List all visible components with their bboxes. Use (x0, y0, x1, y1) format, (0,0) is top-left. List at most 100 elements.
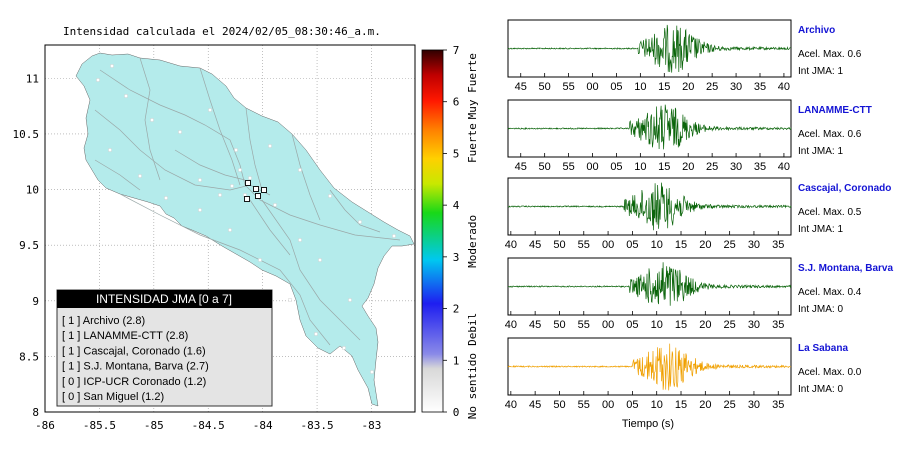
waveform-tick-label: 30 (748, 239, 760, 251)
waveform-tick-label: 15 (658, 161, 670, 173)
legend-items: [ 1 ] Archivo (2.8) [ 1 ] LANAMME-CTT (2.… (62, 315, 209, 403)
town-marker (198, 208, 202, 212)
town-marker (358, 220, 362, 224)
waveform-panel: 40 45 50 55 00 05 10 15 20 25 30 35 S.J. Montana, Ba… (505, 257, 893, 331)
colorbar-tick-label: 2 (453, 303, 460, 316)
colorbar-tick-label: 1 (453, 354, 460, 367)
colorbar-tick-label: 7 (453, 44, 460, 57)
waveform-tick-label: 05 (610, 161, 622, 173)
waveform-tick-label: 00 (586, 81, 598, 93)
waveform-tick-label: 10 (651, 399, 663, 411)
colorbar-category-label: Fuerte (466, 123, 479, 163)
waveform-tick-label: 15 (658, 81, 670, 93)
legend-title: INTENSIDAD JMA [0 a 7] (96, 292, 232, 306)
waveform-tick-label: 45 (515, 81, 527, 93)
waveform-tick-label: 45 (529, 239, 541, 251)
station-name: Cascajal, Coronado (798, 183, 891, 194)
station-jma: Int JMA: 1 (798, 146, 843, 157)
town-marker (298, 168, 302, 172)
legend-header (57, 290, 272, 308)
waveform-panel: 40 45 50 55 00 05 10 15 20 25 30 35 La Sabana Acel. M… (505, 337, 862, 411)
station-jma: Int JMA: 0 (798, 384, 843, 395)
waveform-panel: 45 50 55 00 05 10 15 20 25 30 35 40 LANAMME-CTT Acel.… (507, 99, 872, 173)
town-marker (258, 258, 262, 262)
road (329, 189, 381, 233)
waveform-tick-label: 50 (553, 319, 565, 331)
waveform-panel: 40 45 50 55 00 05 10 15 20 25 30 35 Cascajal, Corona… (505, 177, 891, 251)
map-y-tick-label: 9 (32, 295, 39, 308)
waveform-tick-label: 40 (505, 399, 517, 411)
waveform-panels: 45 50 55 00 05 10 15 20 25 30 35 40 Archivo Acel. Max… (505, 19, 893, 411)
waveform-tick-label: 15 (675, 399, 687, 411)
town-marker (370, 370, 374, 374)
station-jma: Int JMA: 1 (798, 224, 843, 235)
station-name: S.J. Montana, Barva (798, 263, 893, 274)
station-marker (244, 196, 250, 202)
waveform-xlabel: Tiempo (s) (622, 418, 674, 430)
waveform-tick-label: 40 (505, 239, 517, 251)
map-y-tick-label: 8.5 (19, 350, 39, 363)
waveform-tick-label: 50 (553, 239, 565, 251)
colorbar-tick-label: 6 (453, 96, 460, 109)
waveform-tick-label: 55 (578, 319, 590, 331)
road (139, 57, 161, 181)
waveform-tick-label: 40 (505, 319, 517, 331)
colorbar-category-label: Muy Fuerte (466, 53, 479, 119)
map-x-ticks: -86 -85.5 -85 -84.5 -84 -83.5 -83 (35, 419, 381, 432)
map-x-tick-label: -85.5 (83, 419, 116, 432)
waveform-tick-label: 45 (529, 319, 541, 331)
legend-item: [ 0 ] ICP-UCR Coronado (1.2) (62, 376, 206, 388)
road (291, 133, 321, 221)
map-x-tick-label: -85 (144, 419, 164, 432)
map-y-tick-label: 10.5 (13, 128, 40, 141)
costa-rica-landmass (75, 52, 415, 407)
legend-item: [ 1 ] LANAMME-CTT (2.8) (62, 330, 188, 342)
map-y-tick-label: 11 (26, 72, 39, 85)
map-x-tick-label: -83.5 (300, 419, 333, 432)
station-marker (255, 193, 261, 199)
station-accel: Acel. Max. 0.6 (798, 129, 862, 140)
intensity-colorbar: 7 6 5 4 3 2 1 0 Muy Fuerte Fuerte Moderado Debil No… (421, 44, 479, 419)
waveform-tick-label: 25 (706, 81, 718, 93)
waveform-tick-label: 55 (578, 399, 590, 411)
waveform-tick-label: 20 (699, 319, 711, 331)
waveform-tick-label: 40 (778, 161, 790, 173)
legend-item: [ 1 ] Cascajal, Coronado (1.6) (62, 345, 206, 357)
waveform-trace (507, 24, 792, 73)
waveform-tick-label: 20 (699, 239, 711, 251)
town-marker (318, 258, 322, 262)
colorbar-ticks: 7 6 5 4 3 2 1 0 (443, 44, 460, 419)
colorbar-gradient (421, 49, 444, 413)
waveform-tick-label: 30 (748, 319, 760, 331)
station-name: LANAMME-CTT (798, 105, 872, 116)
town-marker (248, 176, 252, 180)
station-name: La Sabana (798, 343, 848, 354)
station-name: Archivo (798, 25, 835, 36)
legend-item: [ 1 ] Archivo (2.8) (62, 315, 145, 327)
waveform-tick-label: 30 (730, 81, 742, 93)
town-marker (328, 194, 332, 198)
waveform-tick-label: 10 (634, 161, 646, 173)
road (261, 199, 361, 341)
legend-item: [ 0 ] San Miguel (1.2) (62, 391, 164, 403)
town-marker (108, 148, 112, 152)
map-title: Intensidad calculada el 2024/02/05_08:30… (63, 25, 381, 38)
map-x-tick-label: -83 (362, 419, 382, 432)
road (174, 149, 246, 181)
waveform-tick-label: 50 (539, 81, 551, 93)
map-x-tick-label: -84 (253, 419, 273, 432)
waveform-tick-label: 45 (515, 161, 527, 173)
waveform-tick-label: 00 (602, 239, 614, 251)
waveform-tick-label: 05 (626, 239, 638, 251)
map-y-tick-label: 8 (32, 406, 39, 419)
map-y-tick-label: 9.5 (19, 239, 39, 252)
road (99, 69, 401, 241)
intensity-legend: INTENSIDAD JMA [0 a 7] [ 1 ] Archivo (2.… (56, 289, 273, 407)
station-jma: Int JMA: 0 (798, 304, 843, 315)
colorbar-tick-label: 0 (453, 406, 460, 419)
waveform-tick-label: 05 (626, 319, 638, 331)
town-marker (288, 298, 292, 302)
town-marker (392, 234, 396, 238)
town-marker (110, 64, 114, 68)
